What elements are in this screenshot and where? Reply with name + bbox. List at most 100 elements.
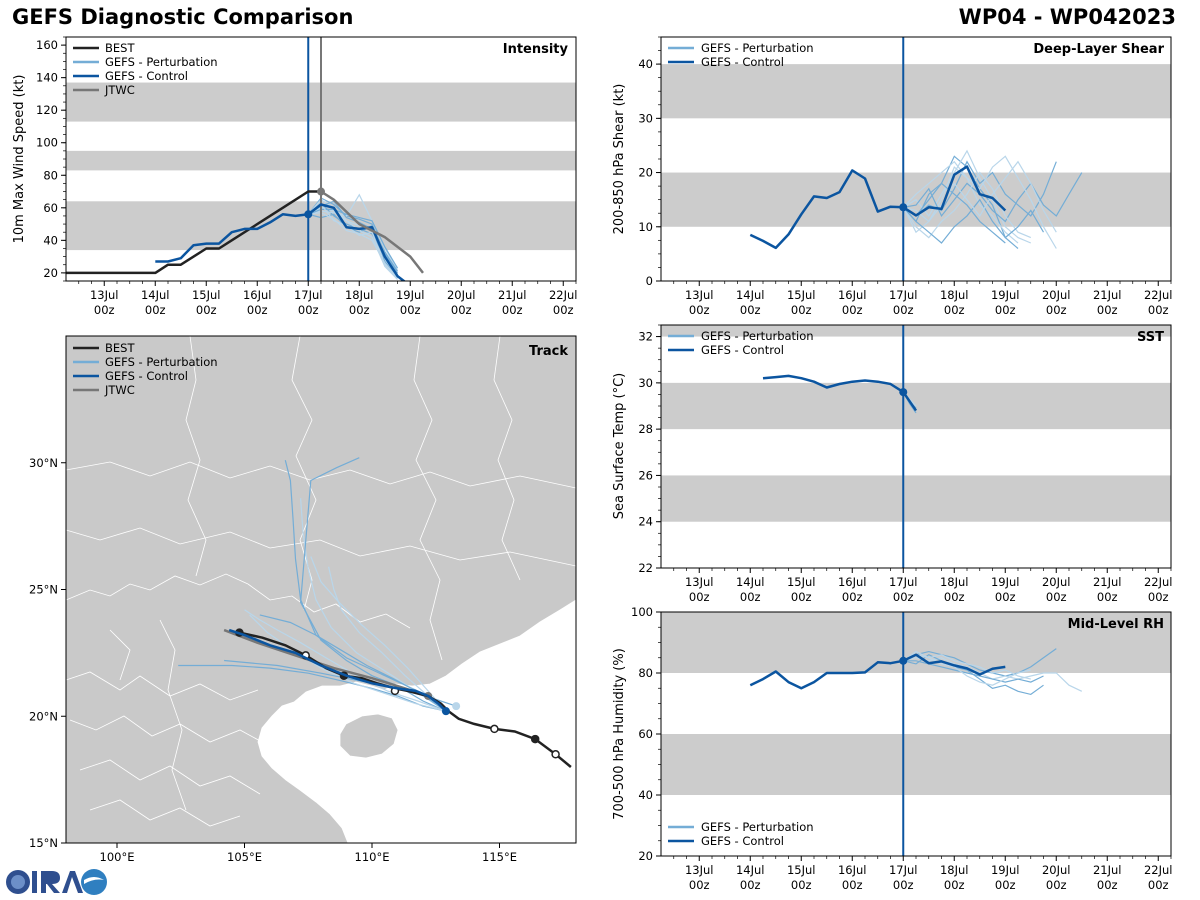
- perturbation-line: [307, 203, 398, 280]
- perturbation-track: [299, 457, 447, 712]
- x-tick-label-day: 17Jul: [889, 288, 918, 302]
- x-tick-label-hour: 00z: [842, 878, 863, 892]
- shear-series: [749, 37, 1083, 281]
- lat-tick-label: 30°N: [29, 456, 58, 470]
- x-tick-label-hour: 00z: [1097, 303, 1118, 317]
- x-tick-label-day: 22Jul: [549, 288, 578, 302]
- legend-label-best: BEST: [105, 341, 135, 355]
- x-tick-label-day: 18Jul: [940, 575, 969, 589]
- x-tick-label-hour: 00z: [740, 590, 761, 604]
- y-tick-label: 40: [638, 788, 653, 802]
- x-tick-label-hour: 00z: [893, 303, 914, 317]
- x-tick-label-day: 13Jul: [90, 288, 119, 302]
- logo-letter-i: [32, 871, 37, 893]
- category-band: [661, 475, 1171, 522]
- legend-label-perturbation: GEFS - Perturbation: [105, 55, 218, 69]
- rh-bands: [661, 612, 1171, 795]
- y-tick-label: 40: [43, 233, 58, 247]
- x-tick-label-hour: 00z: [1046, 878, 1067, 892]
- jtwc-init-marker: [317, 187, 325, 196]
- perturbation-line: [902, 650, 1031, 680]
- intensity-series: [66, 37, 424, 281]
- track-axes: 100°E 105°E 110°E 115°E 15°N 20°N 25°N 30°N: [29, 456, 517, 864]
- y-tick-label: 100: [36, 136, 58, 150]
- control-line: [749, 165, 1007, 250]
- x-tick-label-hour: 00z: [791, 303, 812, 317]
- shear-legend: GEFS - Perturbation GEFS - Control: [668, 41, 814, 69]
- x-tick-label-hour: 00z: [349, 303, 370, 317]
- legend-label-best: BEST: [105, 41, 135, 55]
- x-tick-label-day: 21Jul: [498, 288, 527, 302]
- x-tick-label-day: 18Jul: [345, 288, 374, 302]
- perturbation-line: [308, 213, 398, 279]
- legend-label-jtwc: JTWC: [104, 383, 135, 397]
- x-tick-label-hour: 00z: [740, 878, 761, 892]
- legend-label-control: GEFS - Control: [105, 69, 188, 83]
- y-tick-label: 60: [43, 201, 58, 215]
- shear-frame: [660, 36, 1172, 282]
- y-tick-label: 80: [638, 666, 653, 680]
- perturbation-line: [308, 193, 399, 270]
- legend-label-control: GEFS - Control: [701, 834, 784, 848]
- x-tick-label-day: 21Jul: [1093, 575, 1122, 589]
- x-tick-label-day: 20Jul: [1042, 863, 1071, 877]
- legend-label-perturbation: GEFS - Perturbation: [105, 355, 218, 369]
- perturbation-track: [249, 614, 447, 712]
- logo-letter-r: [41, 871, 60, 893]
- x-tick-label-day: 13Jul: [685, 288, 714, 302]
- shear-ylabel: 200-850 hPa Shear (kt): [612, 84, 627, 235]
- x-tick-label-hour: 00z: [842, 590, 863, 604]
- lat-tick-label: 20°N: [29, 709, 58, 723]
- logo-globe-inner: [11, 875, 25, 889]
- y-tick-label: 100: [631, 605, 653, 619]
- perturbation-line: [902, 182, 1006, 244]
- legend-label-control: GEFS - Control: [105, 369, 188, 383]
- x-tick-label-hour: 00z: [944, 590, 965, 604]
- category-band: [661, 734, 1171, 795]
- x-tick-label-day: 14Jul: [736, 863, 765, 877]
- x-tick-label-day: 22Jul: [1144, 863, 1173, 877]
- sst-series: [762, 325, 918, 568]
- y-tick-label: 160: [36, 38, 58, 52]
- y-tick-label: 60: [638, 727, 653, 741]
- x-tick-label-hour: 00z: [298, 303, 319, 317]
- legend-label-jtwc: JTWC: [104, 83, 135, 97]
- lon-tick-label: 100°E: [100, 850, 135, 864]
- control-line: [749, 653, 1006, 690]
- y-tick-label: 30: [638, 376, 653, 390]
- x-tick-label-hour: 00z: [247, 303, 268, 317]
- control-line: [762, 374, 918, 412]
- logo-letter-a: [62, 871, 83, 893]
- x-tick-label-hour: 00z: [502, 303, 523, 317]
- y-tick-label: 80: [43, 168, 58, 182]
- perturbation-line: [902, 171, 1032, 239]
- x-tick-label-day: 18Jul: [940, 288, 969, 302]
- x-tick-label-hour: 00z: [944, 303, 965, 317]
- perturbation-line: [903, 660, 1044, 683]
- jtwc-line: [320, 190, 424, 274]
- x-tick-label-hour: 00z: [1046, 590, 1067, 604]
- perturbation-line: [902, 155, 1057, 249]
- x-tick-label-day: 14Jul: [736, 575, 765, 589]
- y-tick-label: 10: [638, 220, 653, 234]
- control-init-marker: [899, 388, 908, 397]
- y-tick-label: 40: [638, 57, 653, 71]
- intensity-frame: [65, 36, 577, 282]
- rh-frame: [660, 611, 1172, 857]
- x-tick-label-hour: 00z: [893, 590, 914, 604]
- y-tick-label: 120: [36, 103, 58, 117]
- x-tick-label-day: 21Jul: [1093, 288, 1122, 302]
- x-tick-label-day: 17Jul: [294, 288, 323, 302]
- cira-logo: [6, 869, 107, 895]
- perturbation-line: [903, 654, 1031, 686]
- x-tick-label-day: 16Jul: [838, 575, 867, 589]
- shear-panel: 01020304013Jul00z14Jul00z15Jul00z16Jul00…: [612, 36, 1173, 317]
- x-tick-label-day: 17Jul: [889, 575, 918, 589]
- category-band: [661, 64, 1171, 119]
- perturbation-start-marker: [452, 702, 461, 711]
- perturbation-line: [902, 160, 1057, 217]
- x-tick-label-hour: 00z: [944, 878, 965, 892]
- x-tick-label-hour: 00z: [842, 303, 863, 317]
- x-tick-label-day: 19Jul: [991, 288, 1020, 302]
- rh-ylabel: 700-500 hPa Humidity (%): [612, 648, 627, 820]
